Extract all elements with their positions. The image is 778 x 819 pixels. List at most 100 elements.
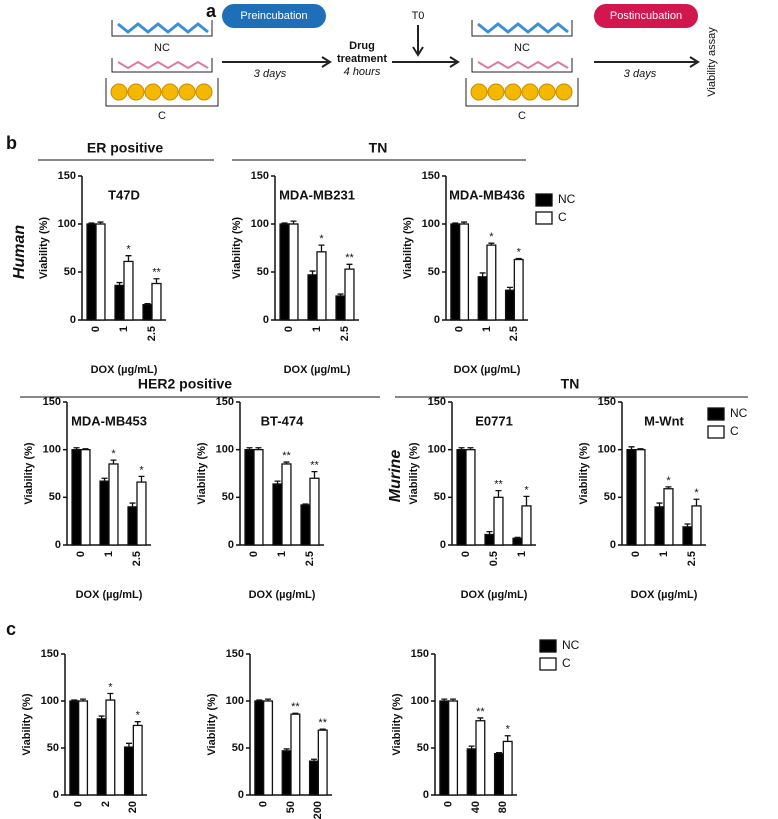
bar xyxy=(512,537,523,546)
row-label: Murine xyxy=(387,450,404,503)
error-bar xyxy=(468,745,475,749)
significance: ** xyxy=(310,459,319,471)
y-tick-label: 50 xyxy=(257,266,269,278)
y-tick-label: 100 xyxy=(251,218,269,230)
spheroids xyxy=(110,83,573,101)
chart-title: T47D xyxy=(108,187,140,202)
error-bar xyxy=(80,698,87,701)
x-tick-label: 1 xyxy=(276,551,288,557)
y-tick-label: 150 xyxy=(598,396,616,408)
bar xyxy=(253,449,264,546)
bar xyxy=(504,289,515,321)
error-bar xyxy=(290,220,297,224)
bar xyxy=(450,223,461,321)
y-tick-label: 150 xyxy=(216,396,234,408)
error-bar xyxy=(153,278,160,284)
significance: * xyxy=(524,484,529,496)
arrow xyxy=(222,56,332,68)
error-bar xyxy=(477,717,484,721)
legend-swatch xyxy=(535,193,553,207)
bar xyxy=(626,449,637,546)
significance: * xyxy=(489,231,494,243)
bar xyxy=(682,526,693,546)
bar xyxy=(136,481,147,546)
bar xyxy=(69,700,80,796)
bar xyxy=(477,276,488,321)
panel-a-diagram xyxy=(105,20,700,107)
y-tick-label: 100 xyxy=(43,444,61,456)
error-bar xyxy=(283,461,290,464)
x-tick-label: 2.5 xyxy=(146,326,158,341)
group-header: ER positive xyxy=(87,140,163,156)
y-tick-label: 50 xyxy=(417,742,429,754)
cell-row xyxy=(117,22,209,34)
significance: ** xyxy=(152,267,161,279)
y-tick-label: 100 xyxy=(411,695,429,707)
error-bar xyxy=(110,459,117,464)
bar xyxy=(279,223,290,321)
y-tick-label: 50 xyxy=(232,742,244,754)
error-bar xyxy=(665,486,672,489)
x-tick-label: 0 xyxy=(630,551,642,557)
postincubation-pill xyxy=(594,4,698,28)
y-tick-label: 150 xyxy=(428,396,446,408)
significance: * xyxy=(108,681,113,693)
cell-row xyxy=(477,60,569,70)
y-tick-label: 100 xyxy=(226,695,244,707)
panel-label: a xyxy=(206,1,217,21)
y-axis-label: Viability (%) xyxy=(38,217,50,279)
x-tick-label: 0 xyxy=(75,551,87,557)
error-bar xyxy=(101,477,108,482)
chart-title: MDA-MB436 xyxy=(449,187,525,202)
group-header: TN xyxy=(561,376,580,392)
x-tick-label: 0 xyxy=(460,551,472,557)
error-bar xyxy=(73,447,80,450)
x-tick-label: 0 xyxy=(443,801,455,807)
legend-swatch xyxy=(707,425,725,439)
legend-swatch xyxy=(539,657,557,671)
y-tick-label: 100 xyxy=(41,695,59,707)
tray xyxy=(105,78,219,107)
arrow xyxy=(392,56,460,68)
error-bar xyxy=(495,490,502,498)
x-tick-label: 1 xyxy=(481,326,493,332)
tray xyxy=(111,58,213,73)
legend-label: C xyxy=(562,656,571,670)
significance: * xyxy=(126,244,131,256)
x-tick-label: 0 xyxy=(248,551,260,557)
bar xyxy=(502,740,513,796)
step-label: Preincubation xyxy=(240,10,307,22)
error-bar xyxy=(97,221,104,224)
error-bar xyxy=(467,447,474,450)
bar xyxy=(493,496,504,546)
tray xyxy=(465,78,579,107)
cell-row xyxy=(477,22,569,34)
panel-label: b xyxy=(6,133,17,153)
significance: * xyxy=(506,724,511,736)
bar xyxy=(86,223,97,321)
x-tick-label: 0.5 xyxy=(488,551,500,566)
legend-swatch xyxy=(539,639,557,653)
bar xyxy=(465,449,476,546)
y-axis-label: Viability (%) xyxy=(402,217,414,279)
x-tick-label: 1 xyxy=(311,326,323,332)
y-tick-label: 0 xyxy=(440,539,446,551)
tray-label: C xyxy=(518,110,526,122)
error-bar xyxy=(318,244,325,252)
y-tick-label: 100 xyxy=(428,444,446,456)
bar xyxy=(475,720,486,796)
error-bar xyxy=(138,475,145,483)
x-tick-label: 200 xyxy=(312,801,324,819)
tray-label: C xyxy=(158,110,166,122)
error-bar xyxy=(523,495,530,506)
y-tick-label: 100 xyxy=(598,444,616,456)
significance: * xyxy=(136,710,141,722)
error-bar xyxy=(292,712,299,715)
bar xyxy=(654,506,665,546)
y-tick-label: 0 xyxy=(70,314,76,326)
bar xyxy=(80,449,91,546)
error-bar xyxy=(255,447,262,450)
error-bar xyxy=(88,222,95,224)
error-bar xyxy=(684,523,691,527)
error-bar xyxy=(107,692,114,701)
